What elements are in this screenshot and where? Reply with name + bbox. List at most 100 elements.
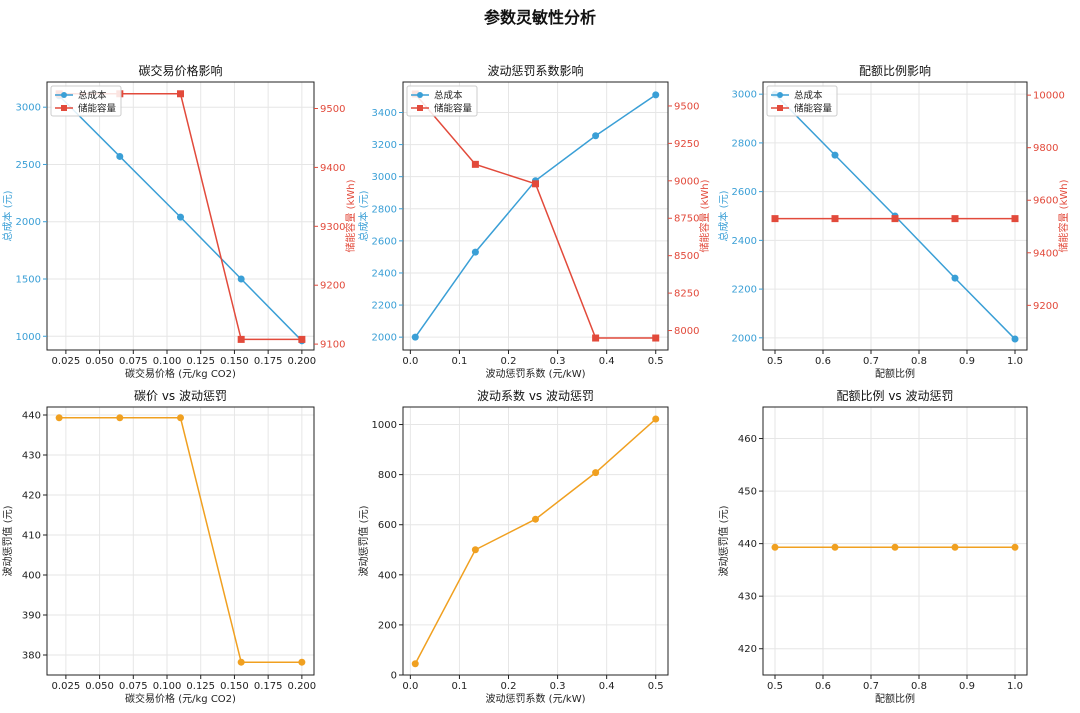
data-point-circle	[1011, 335, 1019, 343]
y-tick-label: 2500	[16, 160, 41, 171]
x-tick-label: 0.050	[85, 356, 114, 367]
subplot-title: 波动惩罚系数影响	[487, 63, 583, 78]
x-tick-label: 0.075	[119, 356, 148, 367]
legend-marker-square	[417, 105, 423, 111]
subplot-4: 碳价 vs 波动惩罚 0.025 0.050 0.075 0.100 0.125 0.150…	[1, 389, 316, 705]
x-tick-label: 0.5	[648, 681, 664, 692]
y-tick-label: 2400	[372, 268, 397, 279]
y-tick-label: 2000	[732, 333, 757, 344]
x-tick-label: 0.025	[52, 356, 81, 367]
y-tick-label: 2800	[732, 138, 757, 149]
y-tick-label: 460	[738, 434, 757, 445]
y-tick-label: 2200	[732, 285, 757, 296]
x-tick-label: 0.8	[911, 681, 927, 692]
subplot-title: 碳价 vs 波动惩罚	[134, 389, 227, 403]
y-tick-label: 1000	[372, 420, 397, 431]
x-tick-label: 0.025	[52, 681, 81, 692]
data-point-circle	[237, 658, 245, 666]
y-tick-label: 2200	[372, 301, 397, 312]
y-tick-label: 2800	[372, 204, 397, 215]
y-tick-label: 800	[378, 470, 397, 481]
y-axis-label: 波动惩罚值 (元)	[717, 505, 730, 576]
y2-tick-label: 8500	[674, 251, 699, 262]
data-point-circle	[1011, 543, 1019, 551]
y-axis-label: 波动惩罚值 (元)	[1, 505, 14, 576]
x-tick-label: 0.075	[119, 681, 148, 692]
x-tick-label: 0.2	[501, 356, 517, 367]
y2-tick-label: 8750	[674, 214, 699, 225]
y-tick-label: 3400	[372, 108, 397, 119]
data-point-square	[1011, 215, 1019, 223]
x-tick-label: 0.100	[153, 681, 182, 692]
plot-area-frame	[762, 81, 1028, 351]
x-tick-label: 0.125	[186, 356, 215, 367]
x-tick-label: 0.150	[220, 356, 249, 367]
y2-tick-label: 9250	[674, 139, 699, 150]
plot-area-frame	[46, 406, 315, 676]
data-point-circle	[471, 248, 479, 256]
data-point-circle	[237, 275, 245, 283]
x-tick-label: 0.6	[815, 356, 831, 367]
x-tick-label: 0.7	[863, 681, 879, 692]
x-tick-label: 0.100	[153, 356, 182, 367]
y2-axis-label: 储能容量 (kWh)	[698, 179, 711, 252]
y2-axis-label: 储能容量 (kWh)	[344, 179, 357, 252]
data-point-square	[471, 160, 479, 168]
x-tick-label: 0.2	[501, 681, 517, 692]
x-tick-label: 0.3	[550, 681, 566, 692]
data-point-circle	[55, 414, 63, 422]
legend-label: 储能容量	[794, 103, 833, 115]
y-axis-label: 波动惩罚值 (元)	[357, 505, 370, 576]
x-axis-label: 配额比例	[875, 367, 915, 380]
legend-label: 储能容量	[434, 103, 473, 115]
y-tick-label: 2000	[372, 333, 397, 344]
y-tick-label: 450	[738, 487, 757, 498]
x-tick-label: 0.7	[863, 356, 879, 367]
x-tick-label: 0.200	[288, 681, 317, 692]
data-point-square	[951, 215, 959, 223]
x-axis-label: 波动惩罚系数 (元/kW)	[485, 367, 585, 380]
data-point-square	[532, 180, 539, 188]
data-point-circle	[771, 543, 779, 551]
figure-title: 参数灵敏性分析	[483, 8, 596, 27]
legend-label: 总成本	[794, 90, 823, 102]
y-tick-label: 2000	[16, 217, 41, 228]
y-tick-label: 2600	[732, 187, 757, 198]
data-point-square	[771, 215, 779, 223]
x-axis-label: 波动惩罚系数 (元/kW)	[485, 692, 585, 705]
y-tick-label: 3000	[16, 103, 41, 114]
legend-label: 总成本	[78, 90, 107, 102]
data-point-circle	[592, 132, 600, 140]
x-tick-label: 0.9	[959, 681, 975, 692]
legend-label: 储能容量	[78, 103, 117, 115]
data-point-circle	[116, 414, 124, 422]
subplot-2: 波动惩罚系数影响 0.0 0.1 0.2 0.3 0.4 0.5 波动惩罚系数 (元/kW) 2…	[357, 63, 711, 380]
y2-tick-label: 9400	[320, 163, 345, 174]
data-point-circle	[592, 469, 600, 477]
x-tick-label: 0.0	[402, 356, 418, 367]
y-tick-label: 440	[22, 411, 41, 422]
y-tick-label: 380	[22, 651, 41, 662]
data-point-square	[831, 215, 839, 223]
y2-tick-label: 9500	[674, 101, 699, 112]
y-tick-label: 1500	[16, 274, 41, 285]
x-tick-label: 0.0	[402, 681, 418, 692]
y-tick-label: 430	[22, 451, 41, 462]
y2-tick-label: 9300	[320, 222, 345, 233]
y-tick-label: 420	[738, 644, 757, 655]
series-line-2	[414, 93, 656, 339]
subplot-6: 配额比例 vs 波动惩罚 0.5 0.6 0.7 0.8 0.9 1.0 配额比例 420 430…	[717, 389, 1028, 705]
data-point-square	[652, 334, 660, 342]
x-tick-label: 0.175	[254, 681, 283, 692]
data-point-circle	[177, 414, 184, 422]
y-tick-label: 2600	[372, 236, 397, 247]
y-tick-label: 3200	[372, 140, 397, 151]
subplot-1: 碳交易价格影响 0.025 0.050 0.075 0.100 0.125 0.150 0.1…	[1, 63, 357, 380]
y-tick-label: 400	[22, 571, 41, 582]
plot-area-frame	[402, 81, 669, 351]
data-point-square	[237, 335, 245, 343]
y-tick-label: 2400	[732, 236, 757, 247]
data-point-square	[891, 215, 899, 223]
